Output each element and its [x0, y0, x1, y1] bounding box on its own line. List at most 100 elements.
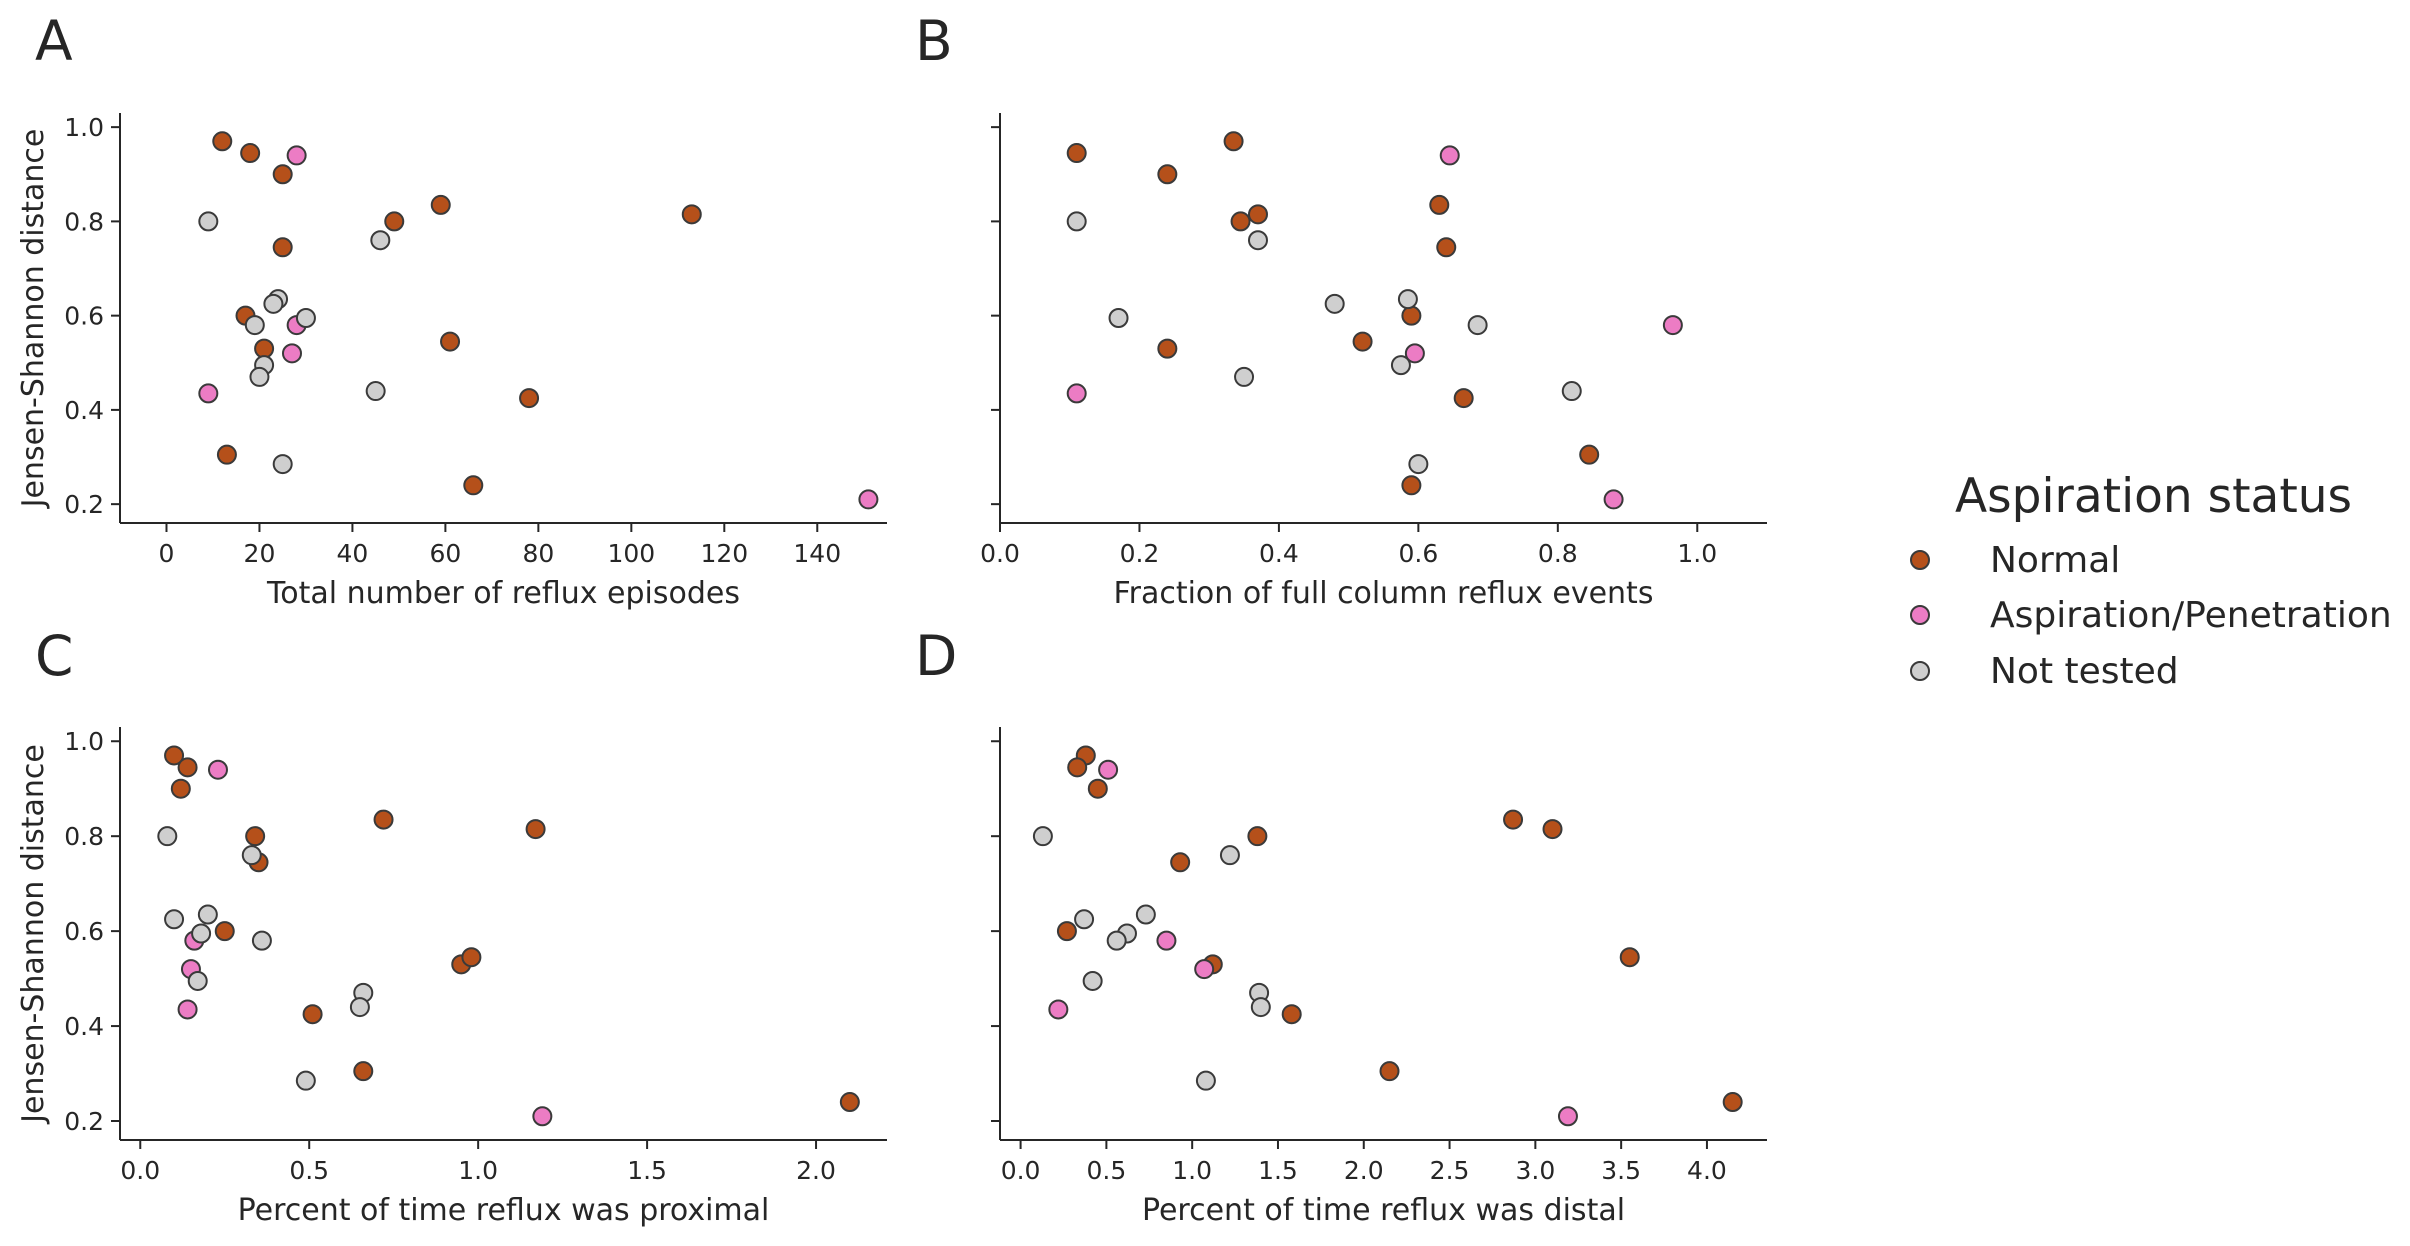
scatter-point-a — [681, 204, 702, 225]
scatter-point-a — [463, 475, 484, 496]
x-tick-label-a: 0 — [159, 539, 175, 568]
legend-marker-aspiration — [1910, 605, 1930, 625]
legend-title: Aspiration status — [1955, 469, 2352, 524]
x-tick-label-d: 4.0 — [1687, 1156, 1727, 1185]
scatter-point-c — [302, 1004, 323, 1025]
scatter-point-c — [177, 757, 198, 778]
legend-entry-aspiration: Aspiration/Penetration — [1910, 595, 2392, 636]
scatter-point-c — [349, 997, 370, 1018]
scatter-point-c — [251, 930, 272, 951]
scatter-point-a — [263, 293, 284, 314]
scatter-point-a — [244, 315, 265, 336]
panel-b: B 0.0 0.2 0.4 0.6 0.8 1.0 Fraction of full colu… — [915, 9, 1767, 611]
scatter-point-a — [384, 211, 405, 232]
scatter-point-c — [177, 999, 198, 1020]
scatter-point-b — [1436, 237, 1457, 258]
scatter-point-d — [1074, 909, 1095, 930]
y-tick-label-a: 0.4 — [64, 396, 104, 425]
scatter-point-b — [1397, 289, 1418, 310]
scatter-point-b — [1324, 293, 1345, 314]
scatter-point-c — [241, 845, 262, 866]
scatter-point-d — [1106, 930, 1127, 951]
y-tick-label-c: 0.6 — [64, 917, 104, 946]
x-tick-label-d: 1.0 — [1172, 1156, 1212, 1185]
legend-label-normal: Normal — [1990, 540, 2120, 581]
scatter-point-b — [1467, 315, 1488, 336]
panel-a: A 0 20 40 60 80 100 120 140 0.2 0.4 0.6 0.8 1.0 Total … — [16, 9, 887, 611]
x-tick-label-a: 20 — [244, 539, 276, 568]
x-tick-label-a: 60 — [429, 539, 461, 568]
scatter-point-b — [1579, 444, 1600, 465]
panel-c: C 0.0 0.5 1.0 1.5 2.0 0.2 0.4 0.6 0.8 1.0 Percent o… — [16, 624, 887, 1228]
scatter-point-a — [440, 331, 461, 352]
scatter-point-a — [365, 381, 386, 402]
scatter-point-b — [1352, 331, 1373, 352]
x-tick-label-c: 0.0 — [120, 1156, 160, 1185]
scatter-point-c — [532, 1106, 553, 1127]
scatter-point-d — [1082, 970, 1103, 991]
scatter-point-d — [1619, 947, 1640, 968]
panels: A 0 20 40 60 80 100 120 140 0.2 0.4 0.6 0.8 1.0 Total … — [16, 9, 1767, 1228]
scatter-point-a — [272, 164, 293, 185]
legend: Aspiration status Normal Aspiration/Pene… — [1910, 469, 2392, 692]
x-tick-label-d: 3.5 — [1601, 1156, 1641, 1185]
scatter-point-d — [1194, 959, 1215, 980]
scatter-point-d — [1722, 1092, 1743, 1113]
y-tick-label-a: 0.2 — [64, 490, 104, 519]
scatter-point-b — [1429, 194, 1450, 215]
x-tick-label-c: 1.0 — [458, 1156, 498, 1185]
scatter-point-b — [1401, 305, 1422, 326]
legend-marker-not-tested — [1910, 661, 1930, 681]
scatter-point-d — [1067, 757, 1088, 778]
y-tick-label-c: 1.0 — [64, 727, 104, 756]
legend-entry-normal: Normal — [1910, 540, 2120, 581]
x-axis-label-a: Total number of reflux episodes — [266, 576, 740, 611]
x-tick-label-d: 0.0 — [1001, 1156, 1041, 1185]
panel-d: D 0.0 0.5 1.0 1.5 2.0 2.5 3.0 3.5 4.0 Percent of t… — [915, 624, 1767, 1228]
scatter-point-b — [1408, 454, 1429, 475]
scatter-point-d — [1170, 852, 1191, 873]
scatter-point-a — [295, 308, 316, 328]
scatter-point-c — [353, 1061, 374, 1082]
scatter-point-b — [1404, 343, 1425, 364]
scatter-point-d — [1135, 904, 1156, 925]
x-axis-label-b: Fraction of full column reflux events — [1114, 576, 1654, 611]
scatter-point-b — [1223, 131, 1244, 152]
panel-letter-c: C — [35, 624, 73, 688]
scatter-point-c — [164, 909, 185, 930]
x-tick-label-d: 2.5 — [1430, 1156, 1470, 1185]
scatter-point-d — [1250, 997, 1271, 1018]
x-tick-label-d: 2.0 — [1344, 1156, 1384, 1185]
x-tick-label-b: 0.6 — [1398, 539, 1438, 568]
x-axis-label-c: Percent of time reflux was proximal — [238, 1193, 770, 1228]
x-tick-label-b: 0.0 — [980, 539, 1020, 568]
scatter-point-b — [1603, 489, 1624, 510]
scatter-point-d — [1048, 999, 1069, 1020]
scatter-point-b — [1453, 388, 1474, 409]
x-tick-label-d: 0.5 — [1087, 1156, 1127, 1185]
legend-label-not-tested: Not tested — [1990, 651, 2179, 692]
scatter-point-d — [1087, 778, 1108, 799]
x-tick-label-d: 1.5 — [1258, 1156, 1298, 1185]
x-tick-label-a: 140 — [793, 539, 841, 568]
scatter-point-c — [207, 759, 228, 780]
scatter-point-c — [187, 970, 208, 991]
scatter-point-c — [839, 1092, 860, 1113]
panel-letter-d: D — [915, 624, 957, 688]
x-tick-label-c: 0.5 — [289, 1156, 329, 1185]
scatter-point-d — [1542, 819, 1563, 840]
scatter-point-b — [1247, 204, 1268, 225]
scatter-point-d — [1098, 759, 1119, 780]
x-tick-label-a: 40 — [337, 539, 369, 568]
scatter-point-c — [295, 1070, 316, 1091]
scatter-point-b — [1247, 230, 1268, 251]
x-tick-label-b: 0.4 — [1259, 539, 1299, 568]
scatter-point-b — [1390, 355, 1411, 376]
y-axis-label-c: Jensen-Shannon distance — [16, 744, 51, 1125]
scatter-point-b — [1230, 211, 1251, 232]
y-tick-label-a: 0.8 — [64, 207, 104, 236]
scatter-point-b — [1066, 211, 1087, 232]
scatter-point-a — [858, 489, 879, 510]
x-tick-label-a: 80 — [522, 539, 554, 568]
